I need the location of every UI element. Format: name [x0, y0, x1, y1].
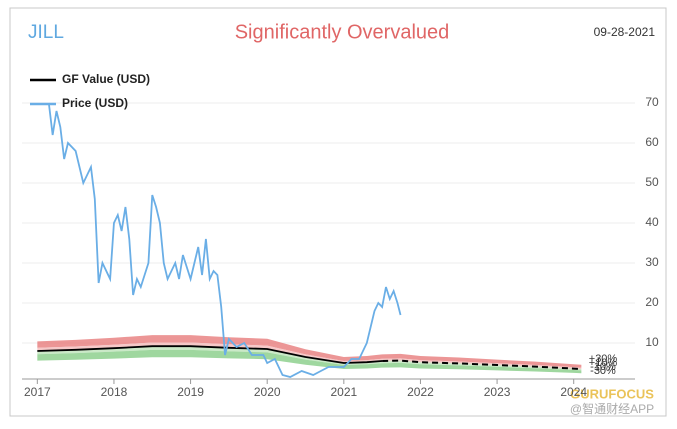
- band-label: -30%: [590, 365, 616, 377]
- logo: GURUFOCUS: [570, 386, 654, 401]
- watermark: @智通财经APP: [570, 401, 654, 416]
- x-tick-label: 2018: [101, 385, 128, 399]
- x-tick-label: 2021: [330, 385, 357, 399]
- y-tick-label: 20: [645, 295, 659, 309]
- series-line: [37, 345, 383, 364]
- band-label: +30%: [589, 353, 618, 365]
- series-line: [47, 102, 402, 378]
- x-tick-label: 2017: [24, 385, 51, 399]
- y-tick-label: 10: [645, 335, 659, 349]
- x-tick-label: 2022: [407, 385, 434, 399]
- chart-title: Significantly Overvalued: [235, 21, 450, 43]
- x-tick-label: 2023: [484, 385, 511, 399]
- ticker: JILL: [28, 22, 64, 43]
- gf-value-projection: [382, 359, 582, 370]
- band-label: -10%: [590, 361, 616, 373]
- band-label: +10%: [589, 357, 618, 369]
- y-tick-label: 50: [645, 175, 659, 189]
- y-tick-label: 30: [645, 255, 659, 269]
- gf-value-band: [37, 335, 582, 368]
- y-tick-label: 60: [645, 135, 659, 149]
- x-tick-label: 2024: [560, 385, 587, 399]
- x-tick-label: 2020: [254, 385, 281, 399]
- x-tick-label: 2019: [177, 385, 204, 399]
- y-tick-label: 40: [645, 215, 659, 229]
- date: 09-28-2021: [594, 25, 656, 39]
- legend-label: Price (USD): [62, 96, 128, 110]
- legend-label: GF Value (USD): [62, 72, 150, 86]
- gf-value-band: [37, 349, 582, 374]
- y-tick-label: 70: [645, 95, 659, 109]
